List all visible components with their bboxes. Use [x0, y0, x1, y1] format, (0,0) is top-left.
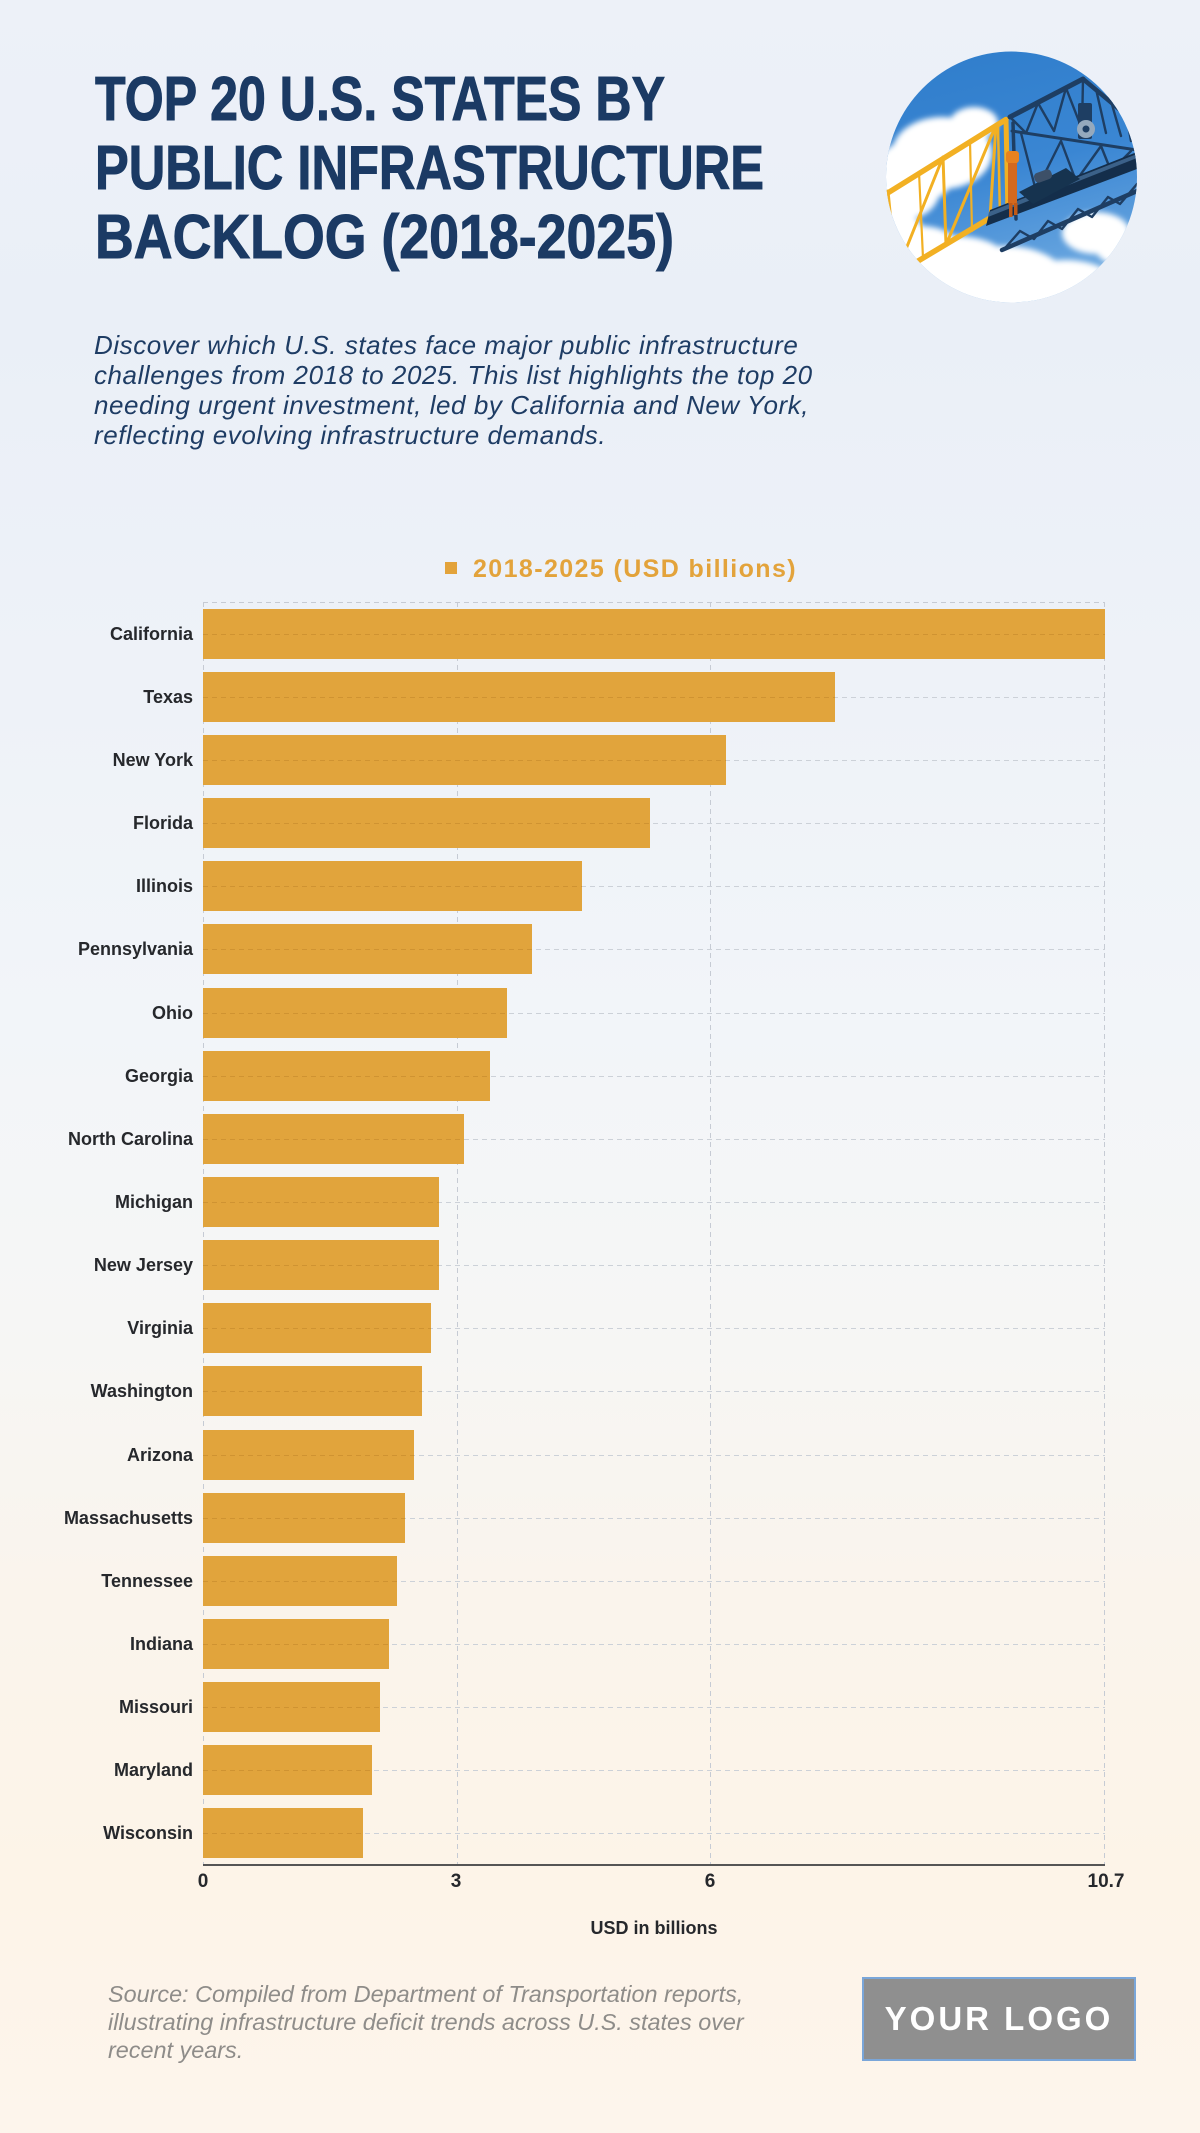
svg-text:PUBLIC INFRASTRUCTURE: PUBLIC INFRASTRUCTURE [95, 134, 764, 203]
svg-text:TOP 20 U.S. STATES BY: TOP 20 U.S. STATES BY [95, 65, 665, 134]
svg-text:BACKLOG (2018-2025): BACKLOG (2018-2025) [95, 203, 674, 272]
